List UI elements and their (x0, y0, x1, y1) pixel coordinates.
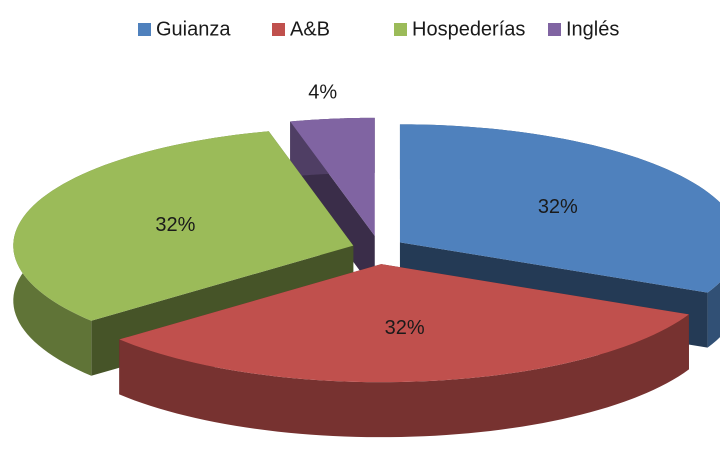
legend-label: Inglés (566, 18, 619, 40)
legend-swatch (394, 23, 407, 36)
legend-swatch (548, 23, 561, 36)
legend-label: Hospederías (412, 18, 525, 40)
legend: Guianza A&B Hospederías Inglés (138, 18, 619, 40)
slice-top (399, 124, 720, 293)
pie: 4% 32% 32% 32% (13, 81, 720, 438)
slice-top (119, 264, 689, 383)
slice-top (290, 117, 375, 236)
data-label: 4% (308, 81, 337, 103)
legend-label: Guianza (156, 18, 231, 40)
data-label: 32% (385, 317, 425, 339)
legend-swatch (272, 23, 285, 36)
slice: 4% (290, 81, 375, 291)
data-label: 32% (538, 196, 578, 218)
slice-wall (119, 314, 689, 438)
data-label: 32% (155, 214, 195, 236)
slice-top (13, 131, 354, 321)
legend-label: A&B (290, 18, 330, 40)
slice: 32% (119, 264, 689, 438)
legend-swatch (138, 23, 151, 36)
